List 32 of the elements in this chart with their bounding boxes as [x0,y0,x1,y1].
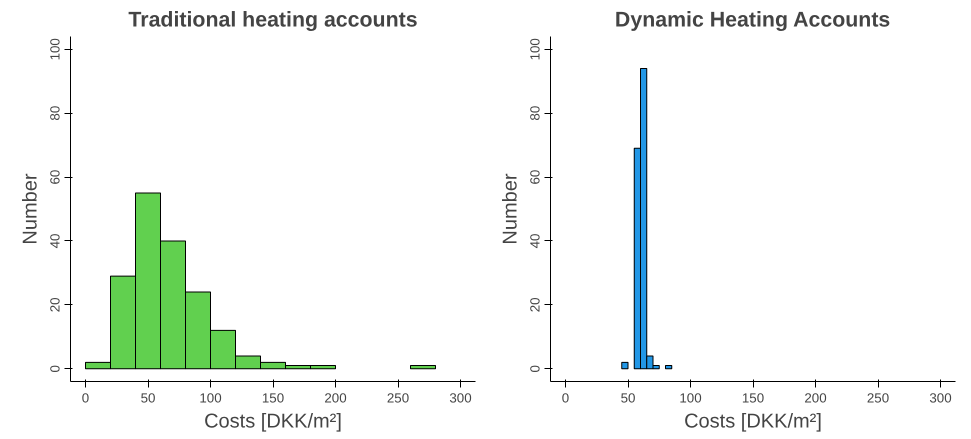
x-tick-label: 200 [804,390,827,406]
y-tick-label: 80 [48,106,62,121]
x-tick-label: 300 [929,390,952,406]
x-tick-label: 0 [82,390,90,406]
x-tick-label: 100 [199,390,222,406]
y-tick-label: 60 [48,170,62,184]
x-tick-label: 50 [620,390,636,406]
x-tick-label: 150 [742,390,764,406]
x-tick-label: 50 [140,390,156,406]
y-tick-label: 40 [528,234,542,248]
chart-title: Traditional heating accounts [128,8,418,32]
y-tick-label: 40 [48,234,62,248]
y-tick-label: 20 [528,297,542,312]
x-tick-label: 0 [562,390,570,406]
x-tick-label: 250 [386,390,410,406]
x-axis-title: Costs [DKK/m²] [204,410,342,432]
x-tick-label: 250 [866,390,890,406]
y-tick-label: 20 [48,297,62,312]
y-tick-label: 0 [48,365,62,372]
y-tick-label: 100 [528,38,542,60]
y-axis-title: Number [20,173,42,245]
x-tick-label: 200 [324,390,347,406]
y-tick-label: 80 [528,106,542,121]
x-tick-label: 100 [679,390,702,406]
chart-title: Dynamic Heating Accounts [614,8,890,32]
y-axis-title: Number [500,173,522,245]
x-axis-title: Costs [DKK/m²] [684,410,822,432]
y-tick-label: 0 [528,365,542,372]
x-tick-label: 150 [262,390,284,406]
y-tick-label: 60 [528,170,542,184]
x-tick-label: 300 [449,390,472,406]
y-tick-label: 100 [48,38,62,60]
